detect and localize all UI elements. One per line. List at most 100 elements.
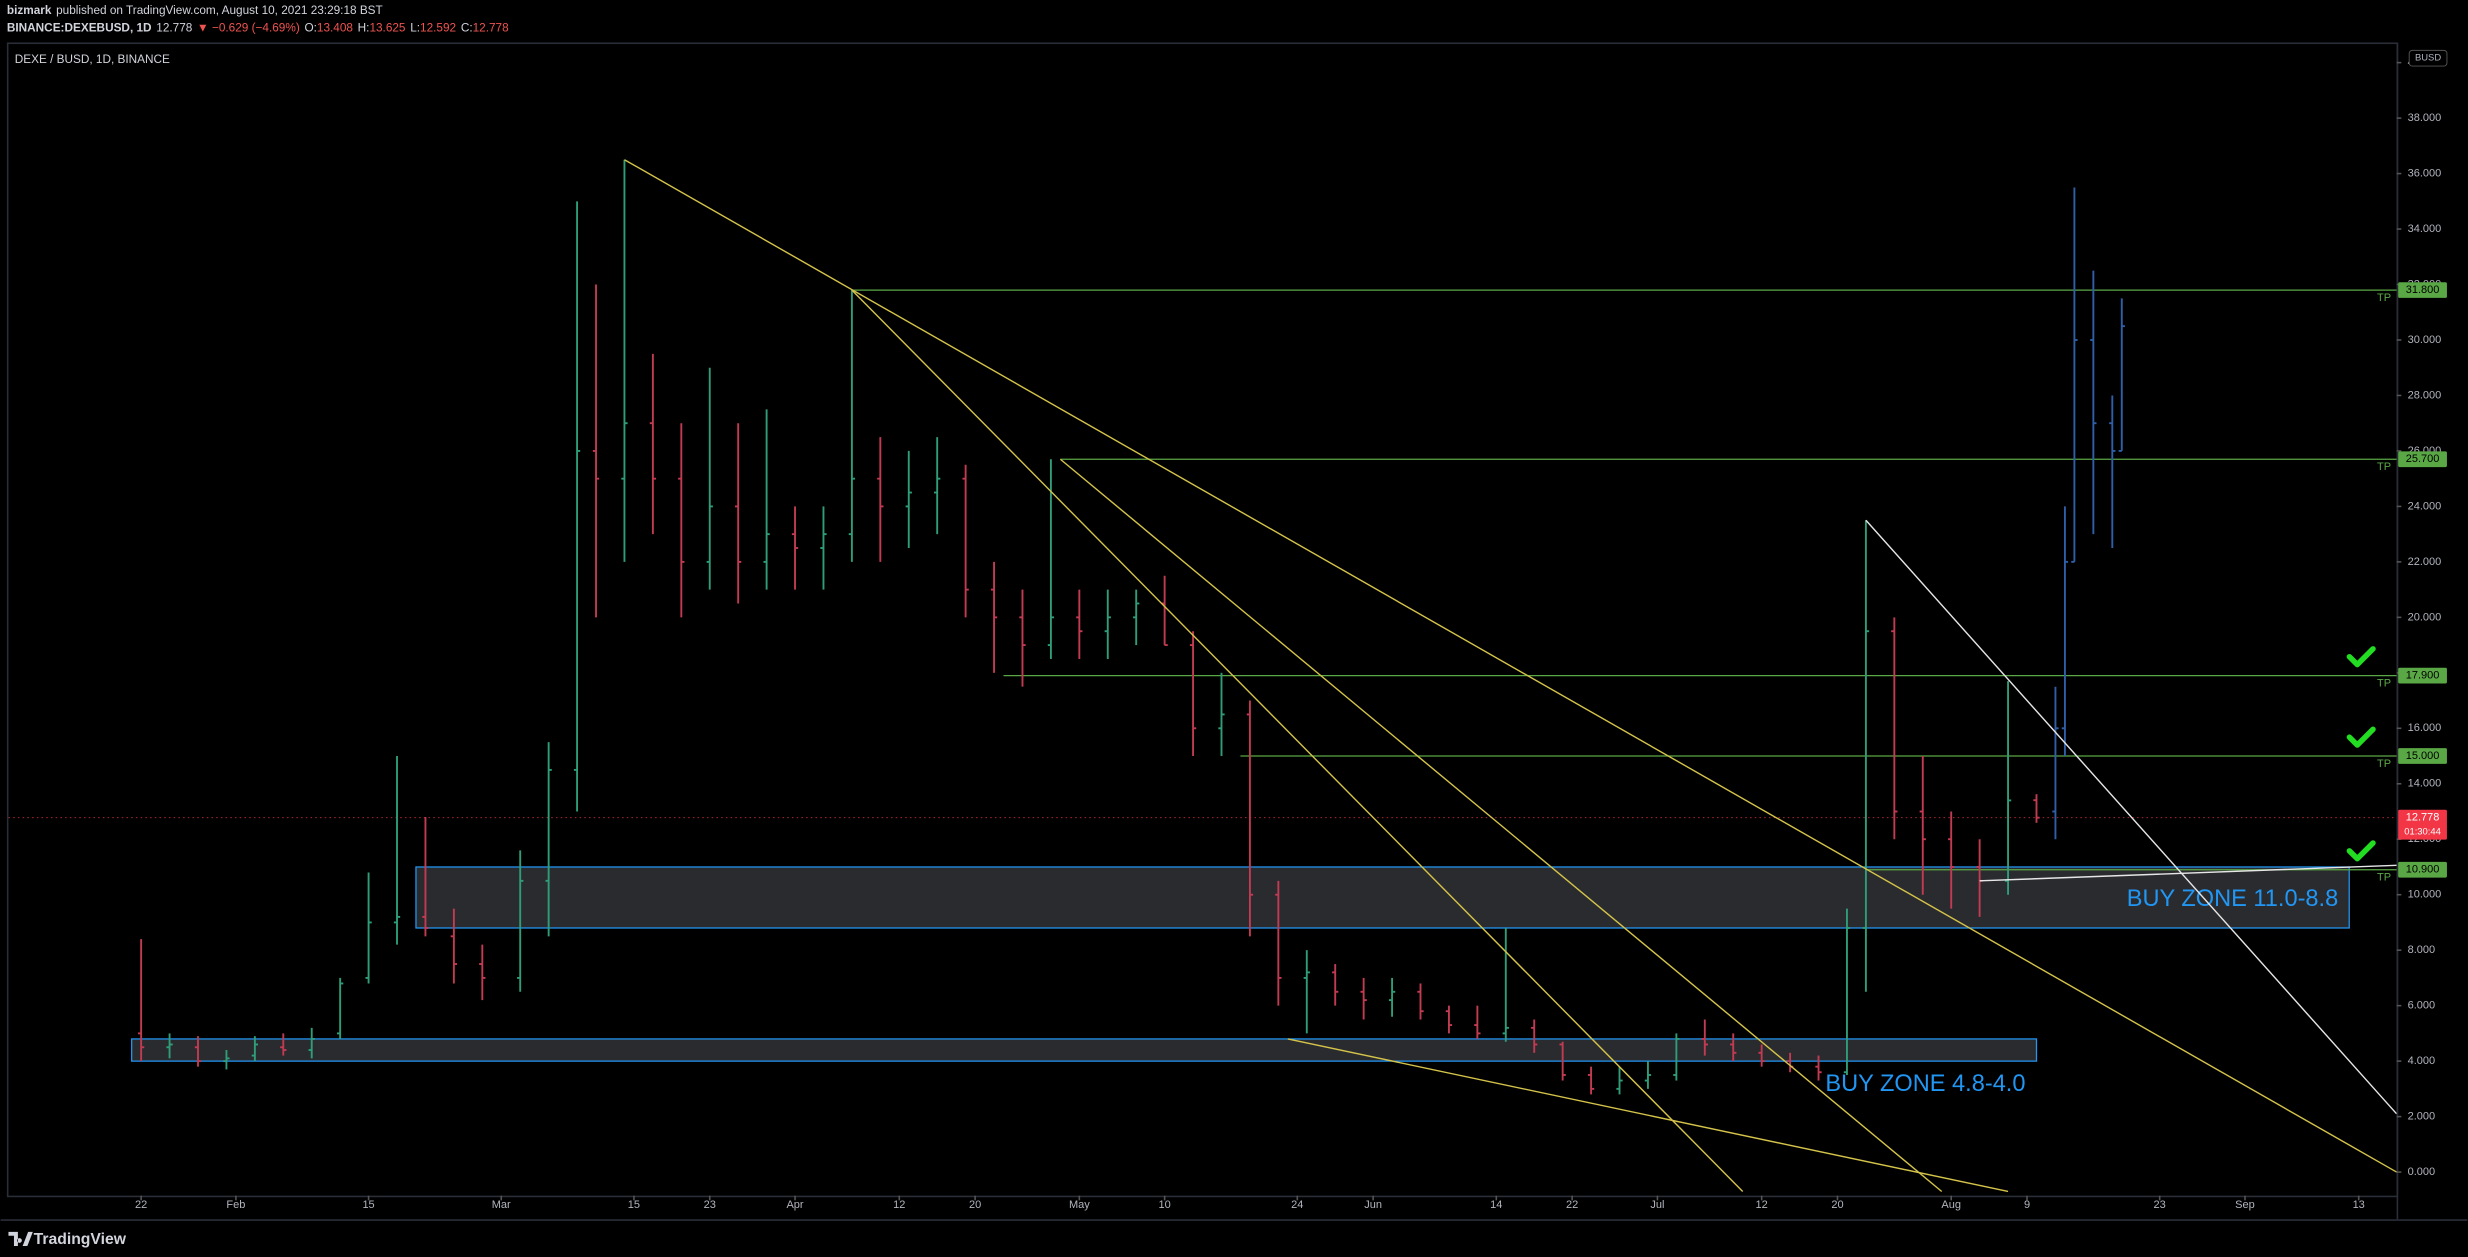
- x-tick-label: Apr: [786, 1199, 803, 1211]
- y-tick-label: 30.000: [2408, 334, 2442, 346]
- ohlc-bar: [905, 450, 912, 549]
- x-tick-label: Jun: [1364, 1199, 1382, 1211]
- x-tick-label: 22: [135, 1199, 147, 1211]
- ohlc-bar: [223, 1050, 230, 1070]
- ohlc-bar: [1388, 977, 1396, 1017]
- ohlc-bar: [1862, 520, 1870, 992]
- ohlc-bar: [1948, 811, 1955, 909]
- level-label-box: [2398, 861, 2447, 878]
- ohlc-bar: [308, 1027, 315, 1059]
- y-tick-label: 28.000: [2408, 389, 2442, 401]
- ohlc-bar: [1303, 950, 1310, 1034]
- level-label-box: [2398, 451, 2447, 468]
- y-tick-label: 4.000: [2408, 1055, 2436, 1067]
- x-tick-label: 12: [893, 1199, 905, 1211]
- x-tick-label: 13: [2353, 1199, 2365, 1211]
- x-tick-label: 22: [1566, 1199, 1578, 1211]
- ohlc-bar: [2071, 187, 2078, 563]
- y-tick-label: 0.000: [2408, 1166, 2436, 1178]
- ohlc-bar: [479, 944, 486, 1001]
- buy-zone: [131, 1038, 2038, 1062]
- tp-note: TP: [2377, 292, 2391, 304]
- ohlc-bar: [137, 939, 145, 1062]
- o-value: 13.408: [317, 21, 353, 34]
- last-price-box: [2398, 809, 2447, 840]
- trendline: [1287, 1038, 2009, 1193]
- ohlc-bar: [1246, 700, 1254, 937]
- ohlc-bar: [2109, 395, 2116, 549]
- ohlc-bar: [1815, 1055, 1822, 1081]
- c-key: C:: [461, 21, 473, 34]
- y-tick-label: 10.000: [2408, 889, 2442, 901]
- x-tick-label: 15: [628, 1199, 640, 1211]
- ohlc-bar: [251, 1036, 259, 1062]
- c-value: 12.778: [473, 21, 509, 34]
- buy-zone: [415, 866, 2350, 929]
- symbol-line: BINANCE:DEXEBUSD, 1D 12.778 ▼ −0.629 (−4.6…: [7, 21, 509, 34]
- last: 12.778: [156, 21, 192, 34]
- level-label: 25.700: [2406, 453, 2440, 465]
- x-tick-label: Sep: [2235, 1199, 2255, 1211]
- y-tick-label: 22.000: [2408, 556, 2442, 568]
- ohlc-bar: [2052, 686, 2059, 840]
- ohlc-bar: [1189, 631, 1197, 757]
- ohlc-bar: [1616, 1066, 1623, 1095]
- ohlc-bar: [2033, 794, 2040, 823]
- x-tick-label: 24: [1291, 1199, 1303, 1211]
- h-key: H:: [358, 21, 370, 34]
- ohlc-bar: [2118, 298, 2125, 452]
- y-tick-label: 36.000: [2408, 167, 2442, 179]
- ohlc-bar: [450, 908, 458, 984]
- y-tick-label: 8.000: [2408, 944, 2436, 956]
- x-tick-label: Aug: [1941, 1199, 1961, 1211]
- x-tick-label: May: [1069, 1199, 1090, 1211]
- ohlc-bar: [649, 353, 657, 535]
- checkmark: [2346, 840, 2376, 862]
- x-tick-label: 9: [2024, 1199, 2030, 1211]
- currency: BUSD: [2415, 52, 2441, 63]
- ohlc-bar: [763, 409, 770, 590]
- author: bizmark: [7, 4, 52, 17]
- ohlc-bar: [1417, 983, 1424, 1020]
- y-tick-label: 2.000: [2408, 1111, 2436, 1123]
- ohlc-bar: [1730, 1033, 1737, 1062]
- ohlc-bar: [990, 561, 998, 673]
- ohlc-bar: [365, 872, 372, 984]
- ohlc-bar: [706, 367, 713, 590]
- ohlc-bar: [1531, 1019, 1538, 1053]
- trendline: [624, 159, 2397, 1173]
- x-tick-label: 23: [704, 1199, 716, 1211]
- ohlc-bar: [1104, 589, 1111, 659]
- ohlc-bar: [791, 506, 799, 590]
- checkmark: [2346, 646, 2376, 668]
- ohlc-bar: [1474, 1005, 1481, 1039]
- y-tick-label: 14.000: [2408, 778, 2442, 790]
- trendline: [1979, 864, 2397, 882]
- buy-zone-label: BUY ZONE 4.8-4.0: [1825, 1070, 2025, 1096]
- ohlc-bar: [678, 423, 685, 618]
- ohlc-bar: [2061, 506, 2069, 757]
- tp-note: TP: [2377, 872, 2391, 884]
- ohlc-bar: [166, 1033, 173, 1059]
- ohlc-bar: [1891, 617, 1898, 840]
- x-tick-label: 10: [1159, 1199, 1171, 1211]
- level-label-box: [2398, 748, 2447, 764]
- ohlc-bar: [1218, 672, 1225, 757]
- ohlc-bar: [1047, 459, 1055, 659]
- level-label-box: [2398, 667, 2447, 684]
- y-tick-label: 34.000: [2408, 223, 2442, 235]
- level-label: 10.900: [2406, 864, 2440, 876]
- ohlc-bar: [1673, 1033, 1680, 1081]
- chart-title: DEXE / BUSD, 1D, BINANCE: [15, 53, 170, 66]
- ohlc-bar: [735, 423, 742, 604]
- x-tick-label: Mar: [492, 1199, 511, 1211]
- x-tick-label: 15: [362, 1199, 374, 1211]
- ohlc-bar: [1843, 908, 1851, 1075]
- ohlc-bar: [194, 1036, 202, 1067]
- tp-note: TP: [2377, 461, 2391, 473]
- ohlc-bar: [1076, 589, 1083, 659]
- ohlc-bar: [1275, 880, 1282, 1006]
- plot: BUY ZONE 11.0-8.8 BUY ZONE 4.8-4.0 TP TP TP T…: [8, 159, 2397, 1193]
- ohlc-bar: [877, 437, 884, 562]
